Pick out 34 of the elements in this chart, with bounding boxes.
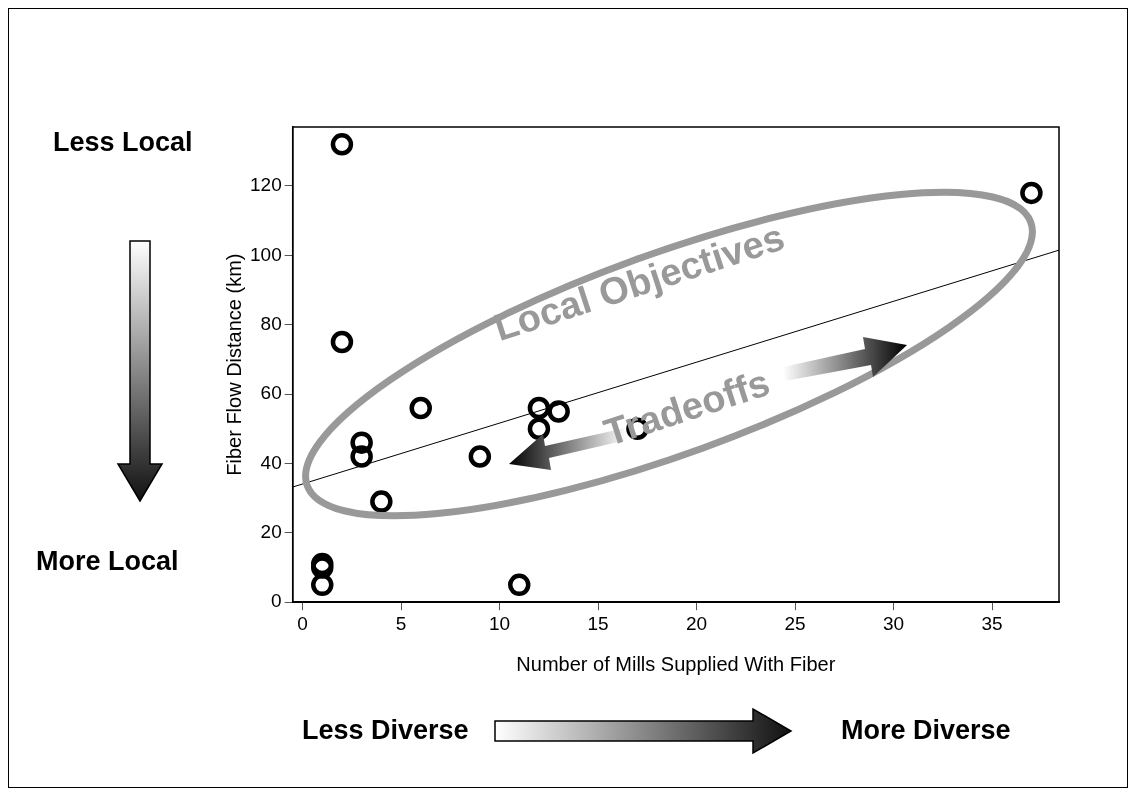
y-tick-label: 60 [260, 382, 282, 404]
point [330, 330, 354, 354]
y-tick-label: 40 [260, 451, 282, 473]
point [468, 445, 492, 468]
x-tick-label: 30 [882, 612, 905, 634]
y-tick-label: 0 [271, 590, 282, 612]
point [527, 417, 551, 441]
text: Less Diverse [302, 715, 469, 746]
x-tick-label: 0 [297, 612, 308, 634]
x-tick-label: 5 [395, 612, 407, 634]
point [311, 573, 334, 597]
text: More Diverse [841, 715, 1011, 746]
x-tick-label: 35 [981, 612, 1003, 634]
point [350, 445, 373, 468]
y-axis-title: Fiber Flow Distance (km) [222, 253, 245, 476]
point [527, 396, 551, 420]
text: More Local [36, 546, 179, 577]
point [507, 573, 531, 597]
point [370, 490, 393, 513]
point [547, 400, 570, 423]
x-tick-label: 25 [784, 612, 806, 634]
y-tick-label: 80 [260, 312, 282, 334]
point [350, 431, 373, 454]
text: Less Local [53, 127, 193, 158]
x-tick-label: 15 [587, 612, 609, 634]
point [1020, 181, 1043, 205]
y-tick-label: 20 [260, 521, 282, 543]
point [409, 396, 432, 420]
y-tick-label: 120 [250, 174, 282, 196]
x-tick-label: 20 [685, 612, 708, 634]
x-tick-label: 10 [488, 612, 511, 634]
point [330, 133, 354, 156]
x-axis-title: Number of Mills Supplied With Fiber [516, 652, 836, 675]
y-tick-label: 100 [250, 243, 282, 265]
